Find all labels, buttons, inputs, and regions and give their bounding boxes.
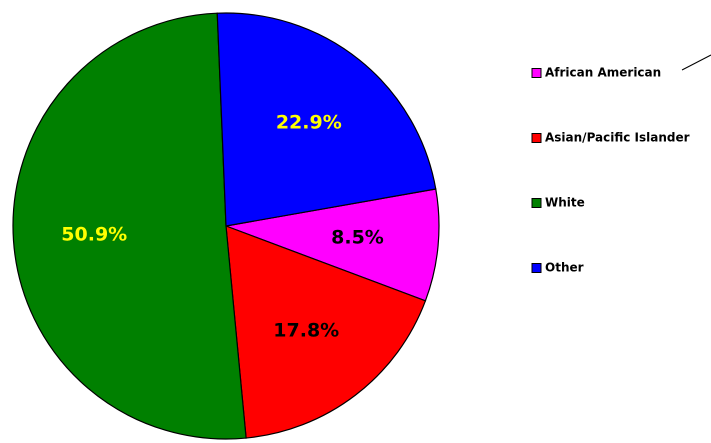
pie-slice	[12, 12, 247, 440]
legend-swatch	[531, 133, 542, 143]
legend-label: White	[545, 196, 585, 210]
slice-label: 50.9%	[61, 223, 127, 245]
legend-label: Other	[545, 261, 584, 275]
slice-label: 22.9%	[276, 112, 342, 134]
legend-label: African American	[545, 66, 661, 80]
leader-line	[681, 54, 711, 71]
pie-slice	[225, 225, 427, 439]
slice-label: 8.5%	[331, 227, 384, 249]
legend-swatch	[531, 68, 542, 78]
pie-slice	[216, 12, 437, 227]
legend-label: Asian/Pacific Islander	[545, 131, 690, 145]
slice-label: 17.8%	[273, 319, 339, 341]
legend-swatch	[531, 198, 542, 208]
legend-swatch	[531, 263, 542, 273]
